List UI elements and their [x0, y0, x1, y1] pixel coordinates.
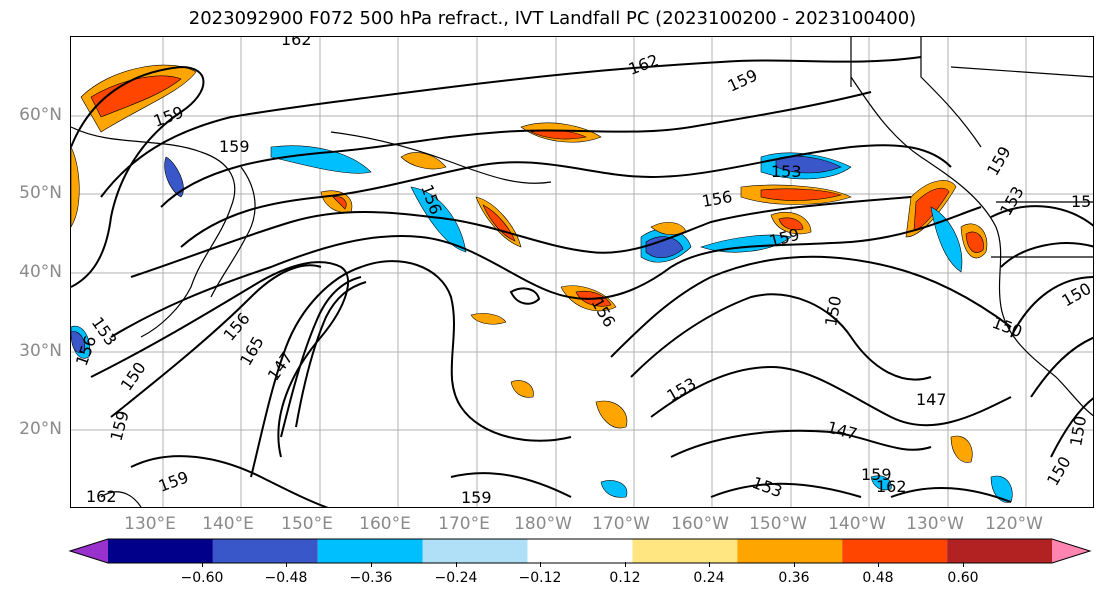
contour-label: 150 [1043, 453, 1075, 489]
contour-label: 156 [700, 187, 733, 211]
lon-label: 160°E [359, 514, 411, 534]
colorbar-tick-label: −0.12 [518, 570, 562, 586]
colorbar-swatch [108, 539, 213, 563]
lon-label: 160°W [671, 514, 729, 534]
contour-label: 147 [916, 390, 947, 409]
map-title: 2023092900 F072 500 hPa refract., IVT La… [188, 8, 917, 29]
colorbar-swatch [527, 539, 633, 563]
contour-label: 159 [219, 137, 250, 156]
contour-label: 153 [750, 473, 785, 501]
colorbar-tick-label: −0.24 [434, 570, 478, 586]
contour-label: 156 [417, 182, 445, 217]
lat-label: 20°N [19, 419, 62, 439]
contour-label: 150 [821, 294, 845, 327]
contour-label: 159 [983, 143, 1015, 179]
lon-label: 140°W [828, 514, 886, 534]
contour-label: 162 [281, 37, 312, 49]
lon-label: 120°W [985, 514, 1043, 534]
colorbar-swatch [422, 539, 528, 563]
lat-label: 60°N [19, 105, 62, 125]
lon-label: 140°E [202, 514, 254, 534]
colorbar-tickmark [963, 562, 964, 567]
contour-label: 159 [725, 65, 761, 95]
colorbar-tick-label: 0.60 [947, 570, 979, 586]
contour-label: 162 [876, 477, 907, 496]
map-panel: 162 162 159 159 159 159 156 156 156 153 … [70, 36, 1094, 508]
contour-label: 159 [861, 465, 892, 484]
contour-label: 15 [1071, 192, 1091, 211]
colorbar-tickmark [794, 562, 795, 567]
contour-label: 153 [771, 162, 802, 181]
colorbar-swatch [70, 539, 108, 563]
contour-label: 162 [626, 50, 661, 78]
contour-label: 159 [151, 102, 186, 130]
lon-label: 180°W [514, 514, 572, 534]
colorbar-tick-label: 0.24 [693, 570, 725, 586]
lon-label: 130°E [124, 514, 176, 534]
shaded-patches [71, 64, 1013, 503]
lat-label: 50°N [19, 183, 62, 203]
colorbar-tick-label: −0.48 [264, 570, 308, 586]
coastlines [71, 37, 1093, 507]
colorbar-tickmark [709, 562, 710, 567]
contour-label: 162 [86, 487, 117, 506]
colorbar-tickmark [202, 562, 203, 567]
lon-label: 130°W [906, 514, 964, 534]
contour-lines [71, 56, 1093, 507]
colorbar-outline [68, 538, 1092, 564]
lon-label: 170°E [438, 514, 490, 534]
colorbar-tickmark [878, 562, 879, 567]
contour-label: 150 [1066, 414, 1090, 447]
colorbar [68, 538, 1092, 564]
colorbar-tick-label: 0.48 [862, 570, 894, 586]
colorbar-tickmark [625, 562, 626, 567]
colorbar-tick-label: 0.12 [609, 570, 641, 586]
lat-label: 40°N [19, 262, 62, 282]
contour-label: 159 [156, 467, 191, 495]
lon-label: 150°W [749, 514, 807, 534]
colorbar-swatch [632, 539, 738, 563]
colorbar-tick-label: −0.36 [349, 570, 393, 586]
map-canvas: 162 162 159 159 159 159 156 156 156 153 … [71, 37, 1093, 507]
lat-label: 30°N [19, 341, 62, 361]
colorbar-tickmark [540, 562, 541, 567]
colorbar-swatch [1052, 539, 1090, 563]
contour-label: 153 [664, 374, 700, 406]
colorbar-swatch [317, 539, 423, 563]
colorbar-swatch [737, 539, 843, 563]
colorbar-tick-label: 0.36 [778, 570, 810, 586]
contour-label: 159 [107, 409, 133, 443]
colorbar-tickmark [286, 562, 287, 567]
lon-label: 150°E [281, 514, 333, 534]
colorbar-swatch [212, 539, 318, 563]
lon-label: 170°W [592, 514, 650, 534]
colorbar-swatch [842, 539, 948, 563]
colorbar-swatches [68, 538, 1092, 564]
contour-label: 159 [767, 225, 801, 251]
contour-label: 159 [461, 488, 492, 507]
colorbar-tick-label: −0.60 [180, 570, 224, 586]
contour-label: 147 [825, 418, 859, 444]
colorbar-tickmark [456, 562, 457, 567]
contour-label: 150 [990, 313, 1025, 341]
colorbar-tickmark [371, 562, 372, 567]
colorbar-swatch [947, 539, 1052, 563]
